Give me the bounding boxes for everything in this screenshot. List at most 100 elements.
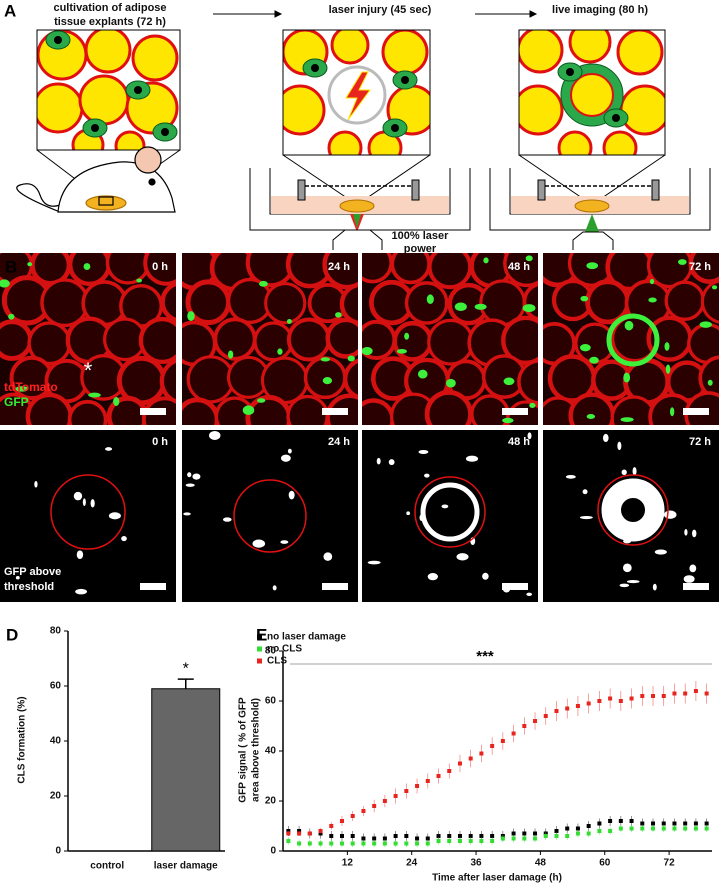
micrograph [362, 253, 538, 425]
step-label: laser injury (45 sec) [329, 4, 432, 16]
nucleus [612, 114, 620, 122]
marker [350, 834, 355, 838]
marker [522, 831, 527, 836]
panel-label: C [5, 429, 17, 448]
gfp-blob [280, 454, 291, 462]
marker [629, 696, 634, 701]
marker [479, 751, 484, 756]
marker [543, 834, 548, 838]
scale-bar [683, 408, 709, 415]
marker [672, 691, 677, 696]
cell-outline [404, 281, 449, 325]
gfp-signal [277, 348, 283, 355]
gfp-signal [589, 356, 599, 364]
gfp-signal [699, 321, 712, 328]
cell-outline [186, 355, 235, 404]
cell-outline [688, 253, 719, 284]
channel-label: GFP [4, 395, 29, 409]
y-tick-label: 60 [265, 696, 277, 707]
marker [286, 831, 291, 836]
legend-label: no CLS [267, 644, 302, 655]
gfp-signal [620, 417, 634, 422]
y-tick-label: 20 [50, 791, 62, 802]
gfp-blob [622, 563, 632, 573]
gfp-blob [183, 512, 191, 516]
cell-outline [664, 280, 706, 322]
arrows [213, 10, 538, 18]
gfp-blob [209, 430, 221, 440]
gfp-signal [623, 372, 631, 383]
marker [297, 841, 302, 846]
cell-outline [264, 282, 307, 325]
marker [436, 774, 441, 778]
marker [350, 841, 355, 846]
marker [329, 824, 334, 828]
time-label: 72 h [689, 436, 711, 448]
roi-circle [233, 479, 307, 553]
marker [415, 784, 420, 788]
marker [457, 761, 462, 766]
gfp-blob [527, 432, 532, 440]
gfp-signal [586, 262, 599, 270]
gfp-blob [579, 515, 593, 520]
marker [382, 836, 387, 841]
gfp-blob [323, 552, 333, 561]
threshold-image [362, 430, 538, 602]
marker [586, 824, 591, 828]
marker [339, 841, 344, 846]
gfp-blob [280, 540, 289, 544]
marker [382, 799, 387, 803]
gfp-blob [689, 564, 697, 573]
micrograph [543, 253, 719, 425]
marker [457, 839, 462, 843]
marker [297, 831, 302, 836]
micrograph [182, 253, 358, 425]
marker [361, 809, 366, 813]
gfp-blob [654, 549, 667, 555]
marker [425, 779, 430, 783]
gfp-blob [456, 553, 469, 561]
marker [618, 826, 623, 831]
adipocyte [519, 84, 564, 136]
cell-outline [585, 279, 631, 325]
gfp-signal [529, 402, 536, 408]
gfp-blob [652, 583, 657, 591]
gfp-blob [34, 480, 38, 488]
y-axis-label: GFP signal ( % of GFP [238, 697, 249, 803]
gfp-signal [259, 280, 268, 287]
gfp-signal [322, 377, 333, 385]
gfp-signal [187, 311, 195, 321]
marker [640, 821, 645, 826]
marker [511, 836, 516, 841]
marker [415, 836, 420, 841]
gfp-blob [376, 457, 381, 465]
y-tick-label: 40 [50, 736, 62, 747]
y-axis-label: CLS formation (%) [17, 696, 28, 783]
marker [425, 841, 430, 846]
marker [372, 836, 377, 841]
gfp-blob [187, 472, 192, 478]
cell-outline [0, 319, 33, 361]
marker [651, 694, 656, 698]
gfp-blob [621, 469, 627, 476]
scale-bar [683, 583, 709, 590]
marker [651, 826, 656, 831]
marker [447, 769, 452, 773]
x-tick-label: laser damage [154, 861, 218, 872]
adipocyte [602, 130, 638, 155]
step-label: cultivation of adipose [53, 2, 166, 14]
gfp-signal [426, 294, 434, 304]
nucleus [391, 124, 399, 132]
legend-label: CLS [267, 656, 287, 667]
tissue-scheme [37, 30, 180, 150]
x-axis-label: Time after laser damage (h) [432, 873, 562, 884]
marker [704, 821, 709, 826]
marker [372, 841, 377, 846]
marker [618, 819, 623, 823]
gfp-signal [15, 386, 29, 392]
cell-outline [517, 359, 538, 405]
laser-bolt [345, 71, 371, 121]
marker [693, 826, 698, 831]
gfp-signal [664, 342, 670, 351]
roi-circle [414, 476, 486, 548]
